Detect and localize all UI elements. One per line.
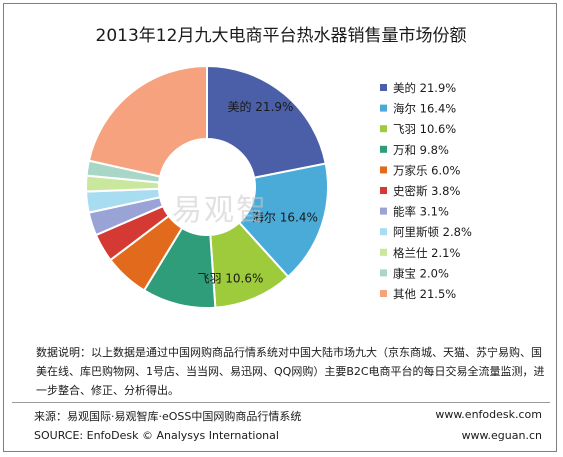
website-link-eguan[interactable]: www.eguan.cn	[461, 429, 542, 442]
legend-swatch-0	[380, 84, 387, 91]
legend-label-10: 其他 21.5%	[393, 287, 456, 301]
source-cn: 来源：易观国际·易观智库·eOSS中国网购商品行情系统	[34, 410, 302, 423]
slice-label-1: 海尔 16.4%	[252, 210, 318, 225]
legend-swatch-8	[380, 248, 387, 256]
legend-label-9: 康宝 2.0%	[393, 266, 449, 280]
legend-label-0: 美的 21.9%	[393, 81, 456, 95]
legend-swatch-2	[380, 125, 387, 133]
legend-swatch-6	[380, 207, 387, 215]
legend-label-2: 飞羽 10.6%	[393, 122, 456, 136]
legend-label-4: 万家乐 6.0%	[393, 163, 460, 177]
legend-swatch-7	[380, 228, 387, 236]
data-note: 数据说明：以上数据是通过中国网购商品行情系统对中国大陆市场九大（京东商城、天猫、…	[36, 346, 545, 397]
footer-divider	[12, 402, 550, 403]
legend-label-8: 格兰仕 2.1%	[393, 246, 460, 260]
legend-label-3: 万和 9.8%	[393, 143, 449, 157]
slice-label-2: 飞羽 10.6%	[197, 271, 263, 285]
source-en: SOURCE: EnfoDesk © Analysys Internationa…	[34, 429, 279, 442]
legend-swatch-5	[380, 187, 387, 194]
chart-title: 2013年12月九大电商平台热水器销售量市场份额	[95, 26, 467, 46]
legend-label-6: 能率 3.1%	[393, 205, 449, 219]
legend-label-1: 海尔 16.4%	[393, 102, 456, 116]
pie-slice-0	[206, 64, 327, 179]
website-link-enfodesk[interactable]: www.enfodesk.com	[435, 408, 542, 421]
legend-swatch-4	[380, 166, 387, 174]
legend-swatch-9	[380, 269, 387, 277]
pie-slice-1	[237, 162, 329, 279]
donut-chart: 美的 21.9% 海尔 16.4% 飞羽 10.6% 美的 21.9% 海尔 16.4…	[85, 64, 472, 309]
legend-label-5: 史密斯 3.8%	[393, 184, 460, 198]
legend-swatch-1	[380, 104, 387, 112]
legend-swatch-3	[380, 145, 387, 153]
legend-label-7: 阿里斯顿 2.8%	[393, 225, 472, 239]
slice-label-0: 美的 21.9%	[227, 99, 293, 114]
pie-slice-10	[87, 64, 208, 178]
chart-frame: 2013年12月九大电商平台热水器销售量市场份额 美的 21.9% 海尔 16.4…	[3, 3, 557, 452]
legend-swatch-10	[380, 290, 387, 297]
